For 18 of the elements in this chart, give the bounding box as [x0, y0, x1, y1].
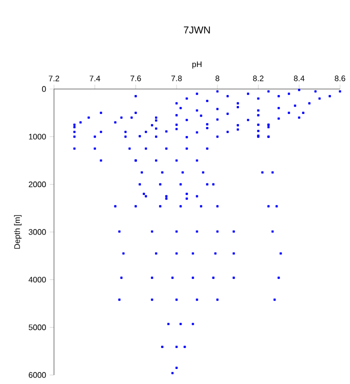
- y-tick-label: 2000: [28, 182, 46, 188]
- x-tick-label: 8.2: [253, 76, 264, 82]
- x-tick-label: 7.6: [130, 76, 141, 82]
- x-tick-label: 7.8: [171, 76, 182, 82]
- x-tick-label: 8.4: [294, 76, 304, 82]
- y-axis-title: Depth [m]: [14, 215, 22, 249]
- y-tick-label: 4000: [28, 276, 46, 283]
- x-axis-title: pH: [192, 62, 202, 69]
- y-tick-label: 5000: [28, 324, 46, 330]
- x-tick-label: 7.2: [48, 76, 60, 82]
- chart-title: 7JWN: [184, 26, 210, 34]
- x-tick-label: 8.6: [334, 76, 346, 82]
- x-tick-label: 8: [216, 76, 220, 82]
- y-tick-label: 1000: [29, 134, 46, 140]
- y-tick-label: 0: [42, 86, 46, 92]
- y-tick-label: 6000: [28, 372, 46, 378]
- y-tick-label: 3000: [28, 229, 46, 235]
- x-tick-label: 7.4: [90, 76, 100, 82]
